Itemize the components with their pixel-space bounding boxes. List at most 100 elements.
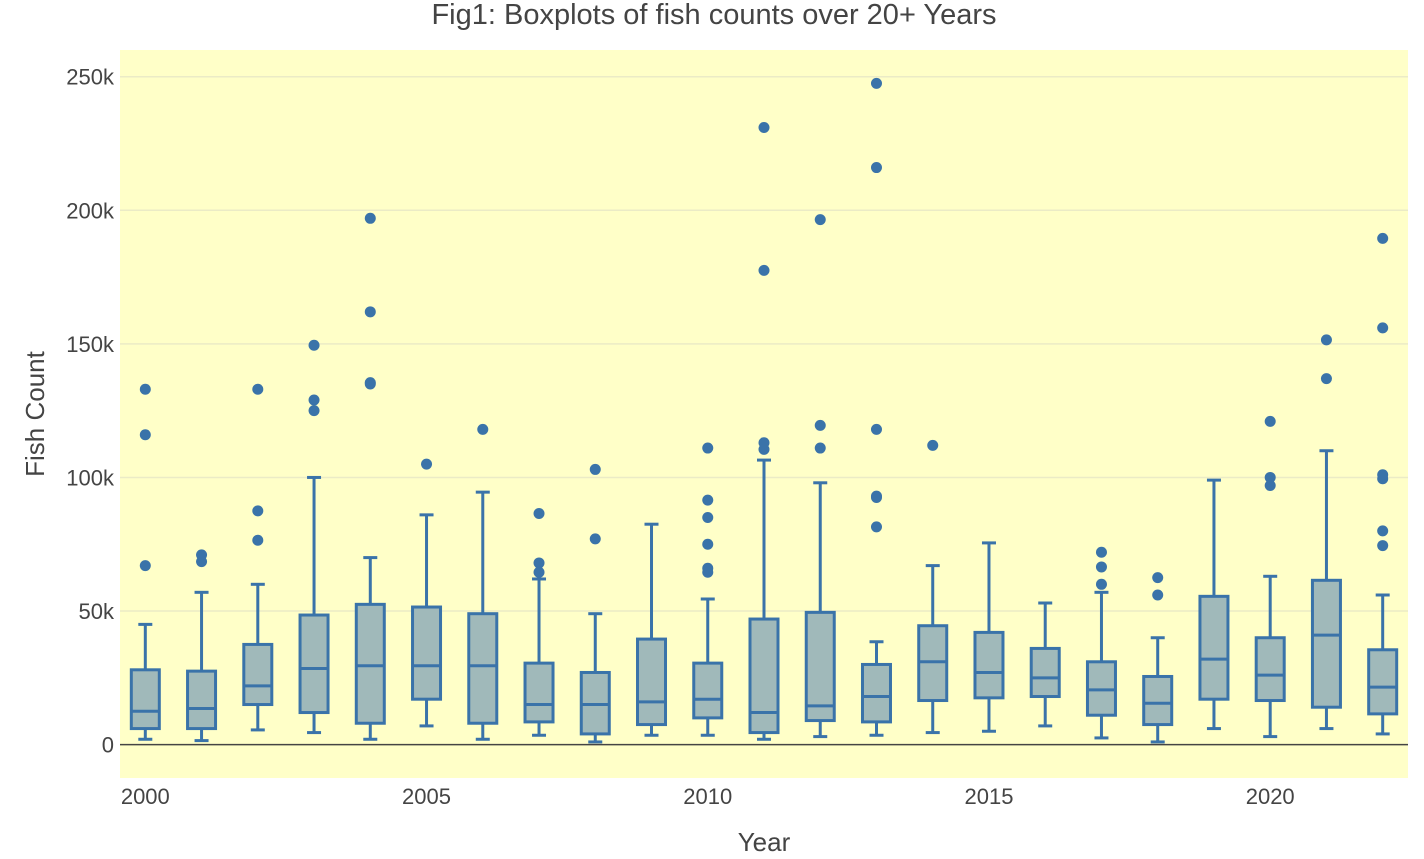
box-group <box>1310 334 1342 731</box>
box-iqr <box>636 637 668 727</box>
outlier-point <box>814 214 826 226</box>
box-group <box>242 383 274 732</box>
chart-title: Fig1: Boxplots of fish counts over 20+ Y… <box>431 0 996 31</box>
outlier-point <box>533 508 545 520</box>
outlier-point <box>1320 373 1332 385</box>
box-iqr <box>748 617 780 735</box>
box-iqr <box>1254 636 1286 703</box>
box-iqr <box>973 630 1005 700</box>
outlier-point <box>758 437 770 449</box>
box-group <box>1254 415 1286 739</box>
box-series <box>129 77 1399 744</box>
outlier-point <box>1377 232 1389 244</box>
box-iqr <box>354 602 386 725</box>
outlier-point <box>589 463 601 475</box>
box-iqr <box>692 661 724 720</box>
x-tick-label: 2020 <box>1246 784 1295 809</box>
outlier-point <box>1095 546 1107 558</box>
outlier-point <box>139 383 151 395</box>
y-tick-label: 100k <box>66 465 115 490</box>
box-iqr <box>523 661 555 724</box>
outlier-point <box>1095 578 1107 590</box>
box-group <box>804 214 836 739</box>
outlier-point <box>1264 415 1276 427</box>
box-group <box>579 463 611 744</box>
outlier-point <box>814 442 826 454</box>
outlier-point <box>364 306 376 318</box>
outlier-point <box>196 549 208 561</box>
y-tick-label: 50k <box>79 599 115 624</box>
y-tick-label: 0 <box>102 733 114 758</box>
outlier-point <box>1152 572 1164 584</box>
outlier-point <box>702 494 714 506</box>
outlier-point <box>870 162 882 174</box>
box-group <box>523 508 555 737</box>
box-group <box>748 121 780 741</box>
y-axis-label: Fish Count <box>20 350 50 476</box>
outlier-point <box>139 429 151 441</box>
outlier-point <box>1377 525 1389 537</box>
box-iqr <box>298 613 330 715</box>
box-group <box>1029 601 1061 728</box>
box-group <box>1198 478 1230 731</box>
outlier-point <box>870 521 882 533</box>
box-group <box>1085 546 1117 740</box>
outlier-point <box>308 405 320 417</box>
outlier-point <box>477 423 489 435</box>
outlier-point <box>252 505 264 517</box>
outlier-point <box>421 458 433 470</box>
box-group <box>411 458 443 728</box>
outlier-point <box>758 121 770 133</box>
outlier-point <box>702 512 714 524</box>
box-iqr <box>129 668 161 731</box>
outlier-point <box>139 560 151 572</box>
box-group <box>298 339 330 735</box>
x-tick-label: 2010 <box>683 784 732 809</box>
box-iqr <box>1310 578 1342 709</box>
outlier-point <box>1264 479 1276 491</box>
x-axis-label: Year <box>738 827 791 854</box>
outlier-point <box>252 383 264 395</box>
outlier-point <box>702 562 714 574</box>
box-iqr <box>860 662 892 724</box>
x-tick-label: 2000 <box>121 784 170 809</box>
outlier-point <box>758 264 770 276</box>
outlier-point <box>308 394 320 406</box>
box-iqr <box>1029 646 1061 699</box>
outlier-point <box>1377 322 1389 334</box>
y-tick-label: 200k <box>66 198 115 223</box>
y-tick-label: 250k <box>66 65 115 90</box>
outlier-point <box>1095 561 1107 573</box>
box-group <box>1367 232 1399 736</box>
outlier-point <box>870 490 882 502</box>
outlier-point <box>814 419 826 431</box>
outlier-point <box>1377 469 1389 481</box>
box-group <box>129 383 161 741</box>
outlier-point <box>870 423 882 435</box>
box-iqr <box>1198 594 1230 701</box>
box-iqr <box>1367 648 1399 716</box>
outlier-point <box>702 442 714 454</box>
box-iqr <box>186 669 218 731</box>
box-group <box>692 442 724 737</box>
y-tick-label: 150k <box>66 332 115 357</box>
x-tick-label: 2015 <box>965 784 1014 809</box>
y-axis-ticks: 0 50k 100k 150k 200k 250k <box>66 65 115 758</box>
box-group <box>354 212 386 741</box>
outlier-point <box>702 538 714 550</box>
x-axis-ticks: 2000 2005 2010 2015 2020 <box>121 784 1295 809</box>
box-group <box>1142 572 1174 744</box>
outlier-point <box>533 566 545 578</box>
outlier-point <box>252 534 264 546</box>
box-group <box>973 541 1005 733</box>
box-group <box>467 423 499 741</box>
outlier-point <box>1377 540 1389 552</box>
x-tick-label: 2005 <box>402 784 451 809</box>
outlier-point <box>1320 334 1332 346</box>
outlier-point <box>364 212 376 224</box>
outlier-point <box>364 377 376 389</box>
outlier-point <box>1264 471 1276 483</box>
box-iqr <box>242 642 274 707</box>
